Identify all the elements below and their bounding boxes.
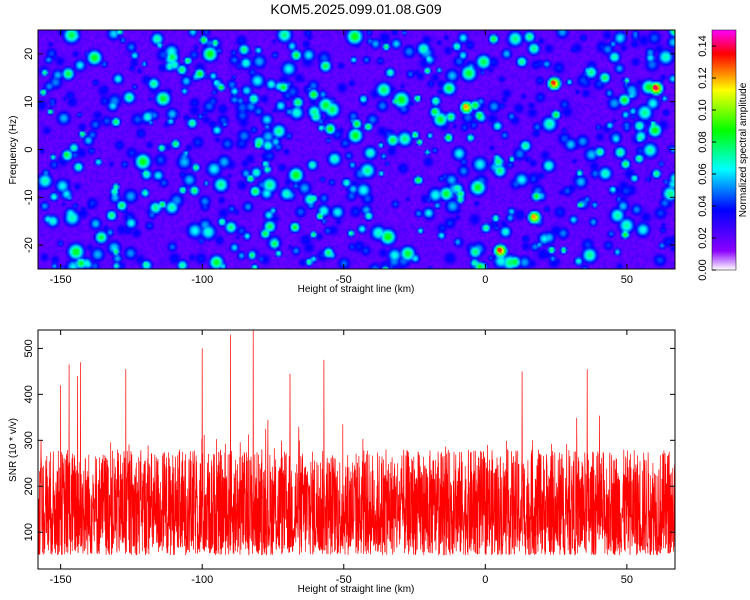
snr-series-line bbox=[38, 330, 675, 556]
y-tick-label: 0 bbox=[23, 146, 35, 152]
snr-x-ticks: -150 -100 -50 0 50 bbox=[50, 330, 633, 586]
colorbar-tick-label: 0.04 bbox=[697, 195, 709, 216]
snr-x-label: Height of straight line (km) bbox=[298, 584, 415, 595]
x-tick-label: 0 bbox=[482, 574, 488, 586]
heatmap-peak bbox=[652, 85, 658, 90]
colorbar: 0.00 0.02 0.04 0.06 0.08 0.10 0.12 0.14 Normali… bbox=[697, 29, 749, 281]
y-tick-label: 400 bbox=[23, 385, 35, 403]
snr-panel: -150 -100 -50 0 50 100 200 300 400 500 Height of… bbox=[8, 329, 676, 595]
heatmap-y-label: Frequency (Hz) bbox=[8, 116, 19, 185]
colorbar-tick-label: 0.06 bbox=[697, 163, 709, 184]
heatmap-peak bbox=[463, 104, 468, 109]
heatmap-peak bbox=[531, 214, 536, 219]
heatmap-peak bbox=[497, 247, 502, 253]
x-tick-label: -100 bbox=[191, 574, 213, 586]
x-tick-label: 0 bbox=[482, 274, 488, 286]
x-tick-label: -100 bbox=[191, 274, 213, 286]
colorbar-ticks: 0.00 0.02 0.04 0.06 0.08 0.10 0.12 0.14 bbox=[697, 35, 716, 281]
heatmap-peak bbox=[426, 56, 431, 61]
x-tick-label: -150 bbox=[50, 274, 72, 286]
colorbar-tick-label: 0.14 bbox=[697, 35, 709, 56]
colorbar-label: Normalized spectral amplitude bbox=[738, 82, 749, 217]
heatmap-y-ticks: -20 -10 0 10 20 bbox=[23, 48, 675, 253]
colorbar-tick-label: 0.10 bbox=[697, 99, 709, 120]
heatmap-peak bbox=[143, 171, 148, 176]
colorbar-tick-label: 0.12 bbox=[697, 67, 709, 88]
snr-frame bbox=[37, 329, 676, 570]
x-tick-label: -50 bbox=[336, 274, 352, 286]
heatmap-peaks bbox=[64, 56, 658, 267]
heatmap-peak bbox=[214, 80, 219, 85]
y-tick-label: 20 bbox=[23, 48, 35, 60]
chart-title: KOM5.2025.099.01.08.G09 bbox=[270, 1, 441, 17]
x-tick-label: -150 bbox=[50, 574, 72, 586]
snr-y-label: SNR (10 * v/v) bbox=[8, 418, 19, 482]
y-tick-label: 100 bbox=[23, 523, 35, 541]
colorbar-tick-label: 0.00 bbox=[697, 259, 709, 280]
y-tick-label: 300 bbox=[23, 431, 35, 449]
x-tick-label: -50 bbox=[336, 574, 352, 586]
heatmap-peak bbox=[454, 185, 460, 190]
heatmap-x-ticks: -150 -100 -50 0 50 bbox=[50, 30, 633, 286]
y-tick-label: -20 bbox=[23, 237, 35, 253]
y-tick-label: 500 bbox=[23, 339, 35, 357]
heatmap-peak bbox=[551, 80, 556, 85]
snr-y-ticks: 100 200 300 400 500 bbox=[23, 339, 675, 541]
heatmap-x-label: Height of straight line (km) bbox=[298, 284, 415, 295]
y-tick-label: 10 bbox=[23, 96, 35, 108]
heatmap-peak bbox=[432, 109, 437, 114]
y-tick-label: 200 bbox=[23, 477, 35, 495]
heatmap-image bbox=[38, 30, 675, 269]
colorbar-gradient bbox=[711, 29, 737, 271]
x-tick-label: 50 bbox=[621, 274, 633, 286]
y-tick-label: -10 bbox=[23, 189, 35, 205]
x-tick-label: 50 bbox=[621, 574, 633, 586]
colorbar-tick-label: 0.08 bbox=[697, 131, 709, 152]
heatmap-peak bbox=[64, 152, 69, 157]
heatmap-peak bbox=[143, 262, 148, 267]
colorbar-tick-label: 0.02 bbox=[697, 227, 709, 248]
